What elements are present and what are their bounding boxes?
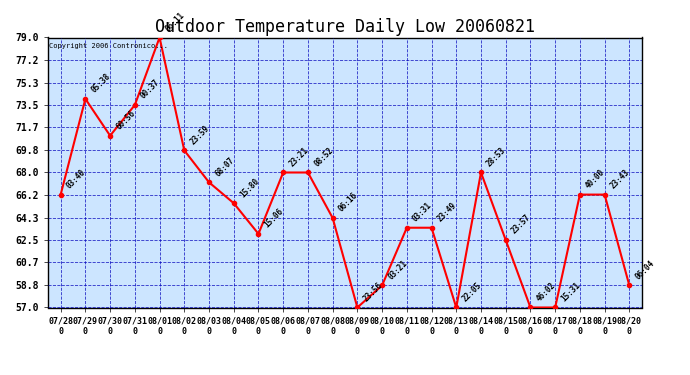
Text: 46:02: 46:02 <box>535 280 558 303</box>
Text: 03:21: 03:21 <box>386 258 409 281</box>
Text: 06:11: 06:11 <box>164 10 186 33</box>
Text: 06:04: 06:04 <box>633 258 656 281</box>
Text: 23:21: 23:21 <box>287 146 310 168</box>
Text: 28:53: 28:53 <box>485 146 508 168</box>
Text: 23:59: 23:59 <box>188 123 211 146</box>
Text: 23:57: 23:57 <box>510 213 533 236</box>
Text: 68:07: 68:07 <box>213 155 236 178</box>
Title: Outdoor Temperature Daily Low 20060821: Outdoor Temperature Daily Low 20060821 <box>155 18 535 36</box>
Text: 03:40: 03:40 <box>65 168 88 190</box>
Text: 60:56: 60:56 <box>115 109 137 132</box>
Text: 08:52: 08:52 <box>312 146 335 168</box>
Text: Copyright 2006 Contronico...: Copyright 2006 Contronico... <box>50 43 168 49</box>
Text: 05:38: 05:38 <box>90 72 112 95</box>
Text: 40:00: 40:00 <box>584 168 607 190</box>
Text: 22:05: 22:05 <box>460 280 483 303</box>
Text: 15:06: 15:06 <box>263 207 286 230</box>
Text: 15:80: 15:80 <box>238 176 261 199</box>
Text: 23:49: 23:49 <box>435 201 458 223</box>
Text: 06:16: 06:16 <box>337 191 359 214</box>
Text: 15:31: 15:31 <box>560 280 582 303</box>
Text: 23:56: 23:56 <box>362 280 384 303</box>
Text: 00:37: 00:37 <box>139 78 161 101</box>
Text: 23:43: 23:43 <box>609 168 631 190</box>
Text: 03:31: 03:31 <box>411 201 434 223</box>
